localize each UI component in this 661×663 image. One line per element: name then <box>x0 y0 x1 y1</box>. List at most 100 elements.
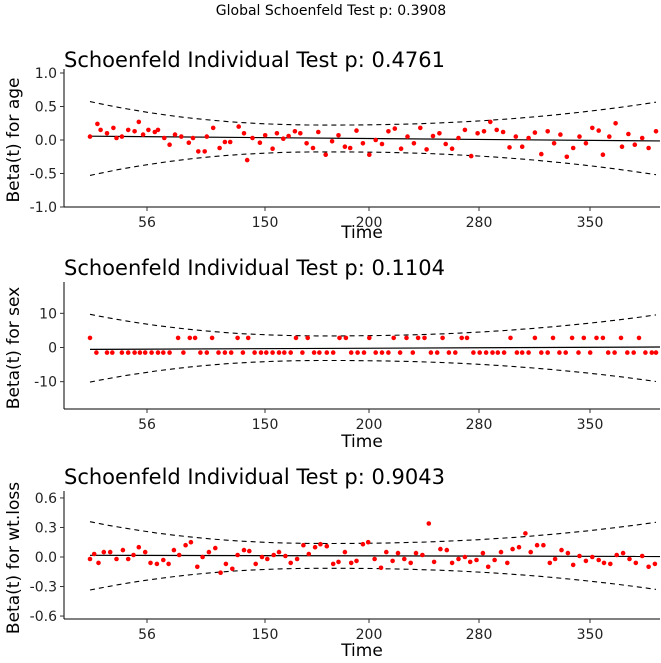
age-residual-point <box>354 128 359 133</box>
age-y-tick-label: -1.0 <box>30 200 57 216</box>
sex-x-tick-label: 280 <box>466 417 493 433</box>
age-residual-point <box>424 147 429 152</box>
age-residual-point <box>95 121 100 127</box>
wt-loss-residual-point <box>431 559 437 565</box>
age-residual-point <box>577 134 582 139</box>
wt-loss-residual-point <box>253 561 258 567</box>
sex-residual-point <box>198 350 203 355</box>
age-y-tick-label: 0.5 <box>35 100 57 116</box>
age-residual-point <box>336 133 341 138</box>
wt-loss-residual-point <box>120 547 126 553</box>
wt-loss-residual-point <box>206 549 212 555</box>
wt-loss-residual-point <box>467 559 473 565</box>
wt-loss-residual-point <box>218 570 223 575</box>
sex-residual-point <box>216 350 221 355</box>
sex-y-axis-label: Beta(t) for sex <box>4 287 24 409</box>
sex-residual-point <box>631 350 636 355</box>
age-x-tick-label: 200 <box>356 215 383 231</box>
wt-loss-residual-point <box>288 560 294 566</box>
age-residual-point <box>217 145 222 151</box>
sex-residual-point <box>192 335 198 341</box>
wt-loss-residual-point <box>91 551 97 557</box>
wt-loss-residual-point <box>166 561 171 567</box>
age-residual-point <box>532 130 538 135</box>
age-residual-point <box>179 134 184 139</box>
sex-x-tick-label: 200 <box>356 417 383 433</box>
wt-loss-residual-point <box>241 547 247 553</box>
sex-residual-point <box>600 335 606 341</box>
sex-residual-point <box>495 350 501 355</box>
wt-loss-residual-point <box>283 553 288 559</box>
sex-residual-point <box>453 350 458 355</box>
sex-residual-point <box>132 350 137 355</box>
wt-loss-fit-line <box>89 554 661 558</box>
wt-loss-residual-point <box>176 552 182 558</box>
sex-residual-point <box>576 350 581 355</box>
age-residual-point <box>507 145 512 150</box>
age-residual-point <box>98 127 103 133</box>
wt-loss-lower-ci-line <box>89 567 657 591</box>
age-residual-point <box>600 152 606 157</box>
age-y-tick-label: -0.5 <box>30 167 57 183</box>
age-residual-point <box>386 129 391 134</box>
wt-loss-residual-point <box>438 546 443 552</box>
wt-loss-x-tick-label: 280 <box>466 627 493 643</box>
age-residual-point <box>298 131 303 136</box>
age-residual-point <box>104 131 110 136</box>
sex-residual-point <box>605 350 611 355</box>
sex-residual-point <box>305 335 311 341</box>
sex-residual-point <box>653 350 659 355</box>
age-x-tick-label: 150 <box>252 215 279 231</box>
age-residual-point <box>526 135 531 141</box>
sex-residual-point <box>204 350 210 355</box>
wt-loss-residual-point <box>413 550 419 556</box>
sex-residual-point <box>288 350 294 355</box>
sex-residual-point <box>519 350 525 355</box>
sex-residual-point <box>324 350 330 355</box>
wt-loss-residual-point <box>213 545 218 551</box>
wt-loss-residual-point <box>474 557 479 563</box>
sex-residual-point <box>440 335 445 341</box>
age-residual-point <box>250 135 255 141</box>
age-residual-point <box>167 142 172 147</box>
age-residual-point <box>347 145 353 151</box>
age-residual-point <box>519 144 525 149</box>
age-residual-point <box>244 157 250 163</box>
wt-loss-residual-point <box>552 556 558 562</box>
age-y-tick-label: 0.0 <box>35 133 57 149</box>
sex-residual-point <box>245 335 251 341</box>
wt-loss-residual-point <box>200 554 205 560</box>
age-residual-point <box>449 146 455 151</box>
wt-loss-y-axis-label: Beta(t) for wt.loss <box>4 482 24 634</box>
wt-loss-residual-point <box>583 558 589 564</box>
sex-residual-point <box>501 350 507 355</box>
age-residual-point <box>136 119 142 125</box>
wt-loss-residual-point <box>498 549 504 555</box>
age-residual-point <box>210 125 216 131</box>
age-residual-point <box>87 134 93 139</box>
wt-loss-x-axis-label: Time <box>340 641 383 661</box>
age-residual-point <box>342 144 348 149</box>
age-residual-point <box>462 127 468 133</box>
global-title: Global Schoenfeld Test p: 0.3908 <box>216 3 446 19</box>
wt-loss-y-tick-label: -0.6 <box>30 609 57 625</box>
age-residual-point <box>146 127 151 133</box>
age-residual-point <box>632 142 638 147</box>
age-residual-point <box>241 131 247 136</box>
age-residual-point <box>570 145 576 151</box>
wt-loss-residual-point <box>408 560 414 566</box>
wt-loss-residual-point <box>456 556 461 562</box>
age-residual-point <box>468 153 474 159</box>
wt-loss-residual-point <box>559 547 564 553</box>
wt-loss-residual-point <box>420 552 425 558</box>
wt-loss-residual-point <box>444 547 450 553</box>
age-panel-title: Schoenfeld Individual Test p: 0.4761 <box>64 48 445 72</box>
sex-residual-point <box>175 335 181 341</box>
wt-loss-residual-point <box>114 556 119 562</box>
age-residual-point <box>590 125 595 131</box>
age-residual-point <box>392 126 398 131</box>
age-residual-point <box>513 134 519 139</box>
age-residual-point <box>583 141 589 146</box>
sex-residual-point <box>300 350 305 355</box>
sex-residual-point <box>161 350 166 355</box>
